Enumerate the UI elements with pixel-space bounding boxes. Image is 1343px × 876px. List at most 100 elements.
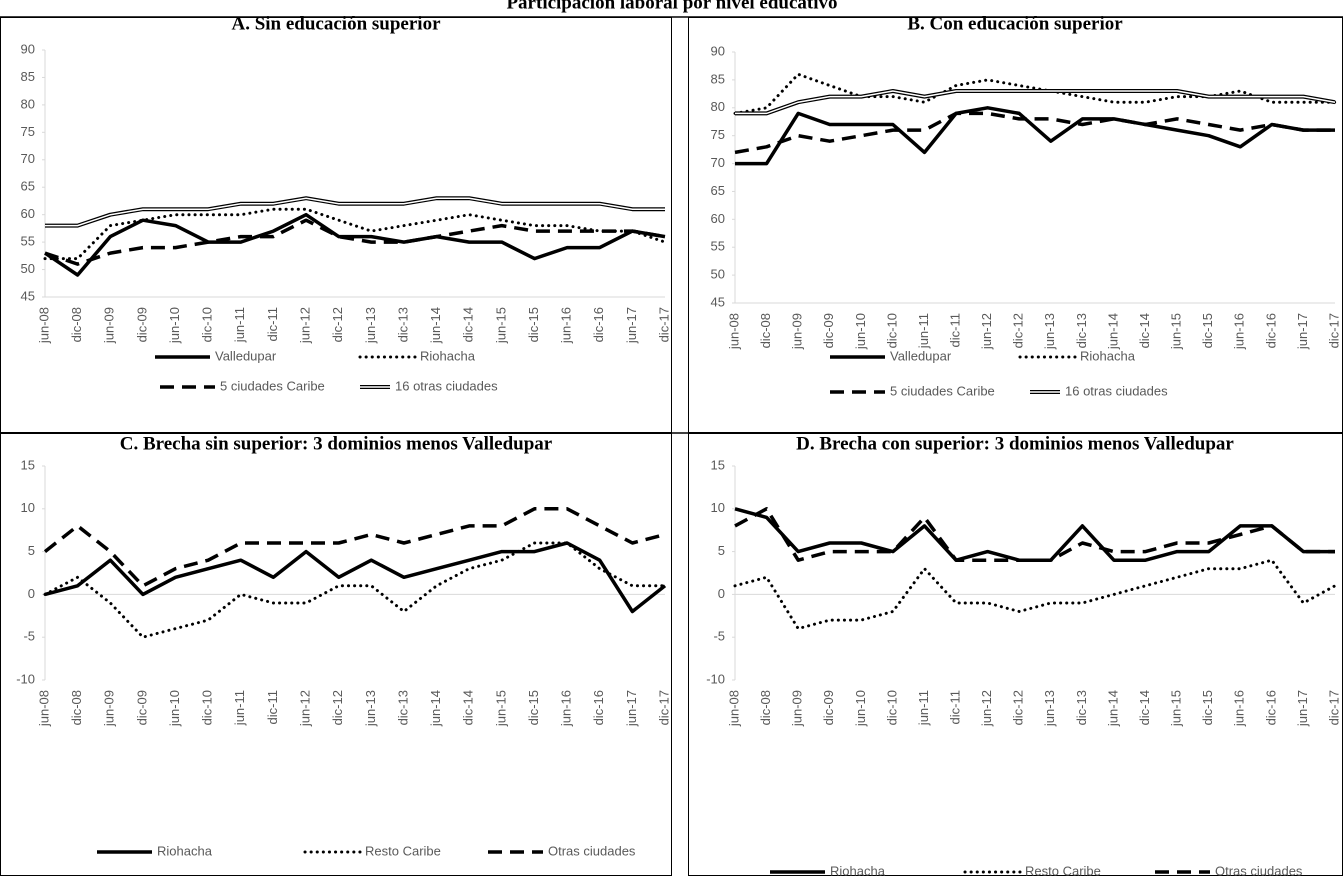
figure-title: Participación laboral por nivel educativ… <box>506 0 837 13</box>
y-tick-label: 45 <box>21 288 35 303</box>
y-tick-label: 5 <box>28 543 35 558</box>
x-tick-label: dic-11 <box>265 307 280 341</box>
x-tick-label: dic-08 <box>69 307 84 342</box>
y-tick-label: 45 <box>711 294 725 309</box>
legend-label: 5 ciudades Caribe <box>890 383 995 398</box>
x-tick-label: dic-10 <box>200 690 215 725</box>
series-line-inner <box>735 90 1336 115</box>
x-tick-label: dic-17 <box>1326 313 1341 348</box>
legend-label: Riohacha <box>830 863 886 876</box>
y-tick-label: -10 <box>16 671 35 686</box>
x-tick-label: jun-14 <box>428 690 443 727</box>
legend-label: 5 ciudades Caribe <box>220 378 325 393</box>
x-tick-label: jun-10 <box>167 690 182 727</box>
x-tick-label: jun-17 <box>1295 313 1310 350</box>
x-tick-label: dic-09 <box>821 690 836 725</box>
x-tick-label: jun-11 <box>916 313 931 349</box>
x-tick-label: dic-14 <box>1137 313 1152 348</box>
x-tick-label: dic-15 <box>526 307 541 342</box>
series-line-double <box>735 89 1336 116</box>
x-tick-label: dic-11 <box>947 690 962 724</box>
y-tick-label: 80 <box>711 99 725 114</box>
x-tick-label: jun-13 <box>363 307 378 344</box>
x-tick-label: dic-11 <box>947 313 962 347</box>
x-tick-label: dic-13 <box>395 307 410 342</box>
series-line <box>44 218 666 266</box>
x-tick-label: jun-14 <box>1105 690 1120 727</box>
x-tick-label: jun-17 <box>624 307 639 344</box>
y-tick-label: 90 <box>21 41 35 56</box>
y-tick-label: 85 <box>711 71 725 86</box>
y-tick-label: 65 <box>711 183 725 198</box>
x-tick-label: jun-13 <box>363 690 378 727</box>
legend-label: Valledupar <box>890 348 952 363</box>
legend-label: 16 otras ciudades <box>1065 383 1168 398</box>
x-tick-label: jun-13 <box>1042 313 1057 350</box>
x-tick-label: dic-10 <box>200 307 215 342</box>
x-tick-label: dic-08 <box>758 313 773 348</box>
x-tick-label: dic-12 <box>1011 690 1026 725</box>
y-tick-label: 70 <box>21 151 35 166</box>
y-tick-label: -10 <box>706 671 725 686</box>
x-tick-label: dic-17 <box>1326 690 1341 725</box>
x-tick-label: jun-08 <box>726 313 741 350</box>
x-tick-label: jun-09 <box>102 307 117 344</box>
y-tick-label: 15 <box>21 457 35 472</box>
y-tick-label: 10 <box>21 500 35 515</box>
legend-label: Resto Caribe <box>1025 863 1101 876</box>
x-tick-label: jun-10 <box>167 307 182 344</box>
y-tick-label: 65 <box>21 179 35 194</box>
series-line <box>43 207 667 261</box>
x-tick-label: jun-14 <box>428 307 443 344</box>
legend-label: 16 otras ciudades <box>395 378 498 393</box>
y-tick-label: 55 <box>21 234 35 249</box>
legend-label: Riohacha <box>1080 348 1136 363</box>
x-tick-label: jun-08 <box>36 690 51 727</box>
x-tick-label: jun-17 <box>624 690 639 727</box>
x-tick-label: jun-12 <box>297 307 312 344</box>
y-tick-label: 60 <box>711 211 725 226</box>
y-tick-label: 50 <box>21 261 35 276</box>
panel-border <box>0 17 672 433</box>
legend-label: Valledupar <box>215 348 277 363</box>
series-line <box>735 106 1335 166</box>
panel-title: B. Con educación superior <box>907 13 1123 34</box>
x-tick-label: jun-16 <box>559 690 574 727</box>
y-tick-label: 70 <box>711 155 725 170</box>
x-tick-label: dic-15 <box>1200 313 1215 348</box>
x-tick-label: jun-17 <box>1295 690 1310 727</box>
x-tick-label: dic-14 <box>461 307 476 342</box>
x-tick-label: jun-15 <box>493 307 508 344</box>
panel-title: D. Brecha con superior: 3 dominios menos… <box>796 433 1234 454</box>
y-tick-label: 75 <box>21 124 35 139</box>
x-tick-label: jun-15 <box>1169 690 1184 727</box>
series-line-inner <box>45 197 665 227</box>
legend-label: Riohacha <box>420 348 476 363</box>
x-tick-label: dic-12 <box>330 307 345 342</box>
x-tick-label: jun-16 <box>1232 690 1247 727</box>
y-tick-label: 85 <box>21 69 35 84</box>
x-tick-label: jun-09 <box>790 313 805 350</box>
x-tick-label: dic-09 <box>821 313 836 348</box>
legend-label: Otras ciudades <box>548 843 636 858</box>
x-tick-label: dic-14 <box>1137 690 1152 725</box>
series-line <box>43 541 667 639</box>
series-line <box>734 507 1335 562</box>
x-tick-label: dic-13 <box>1074 690 1089 725</box>
x-tick-label: dic-17 <box>656 690 671 725</box>
y-tick-label: 0 <box>28 586 35 601</box>
x-tick-label: dic-09 <box>134 690 149 725</box>
x-tick-label: dic-08 <box>758 690 773 725</box>
y-tick-label: 60 <box>21 206 35 221</box>
y-tick-label: 50 <box>711 267 725 282</box>
x-tick-label: jun-15 <box>493 690 508 727</box>
series-line-double <box>45 196 665 228</box>
x-tick-label: dic-16 <box>1263 313 1278 348</box>
x-tick-label: dic-10 <box>884 313 899 348</box>
x-tick-label: jun-12 <box>979 313 994 350</box>
x-tick-label: dic-17 <box>656 307 671 342</box>
series-line <box>734 111 1335 155</box>
series-line <box>44 541 667 614</box>
x-tick-label: dic-15 <box>1200 690 1215 725</box>
